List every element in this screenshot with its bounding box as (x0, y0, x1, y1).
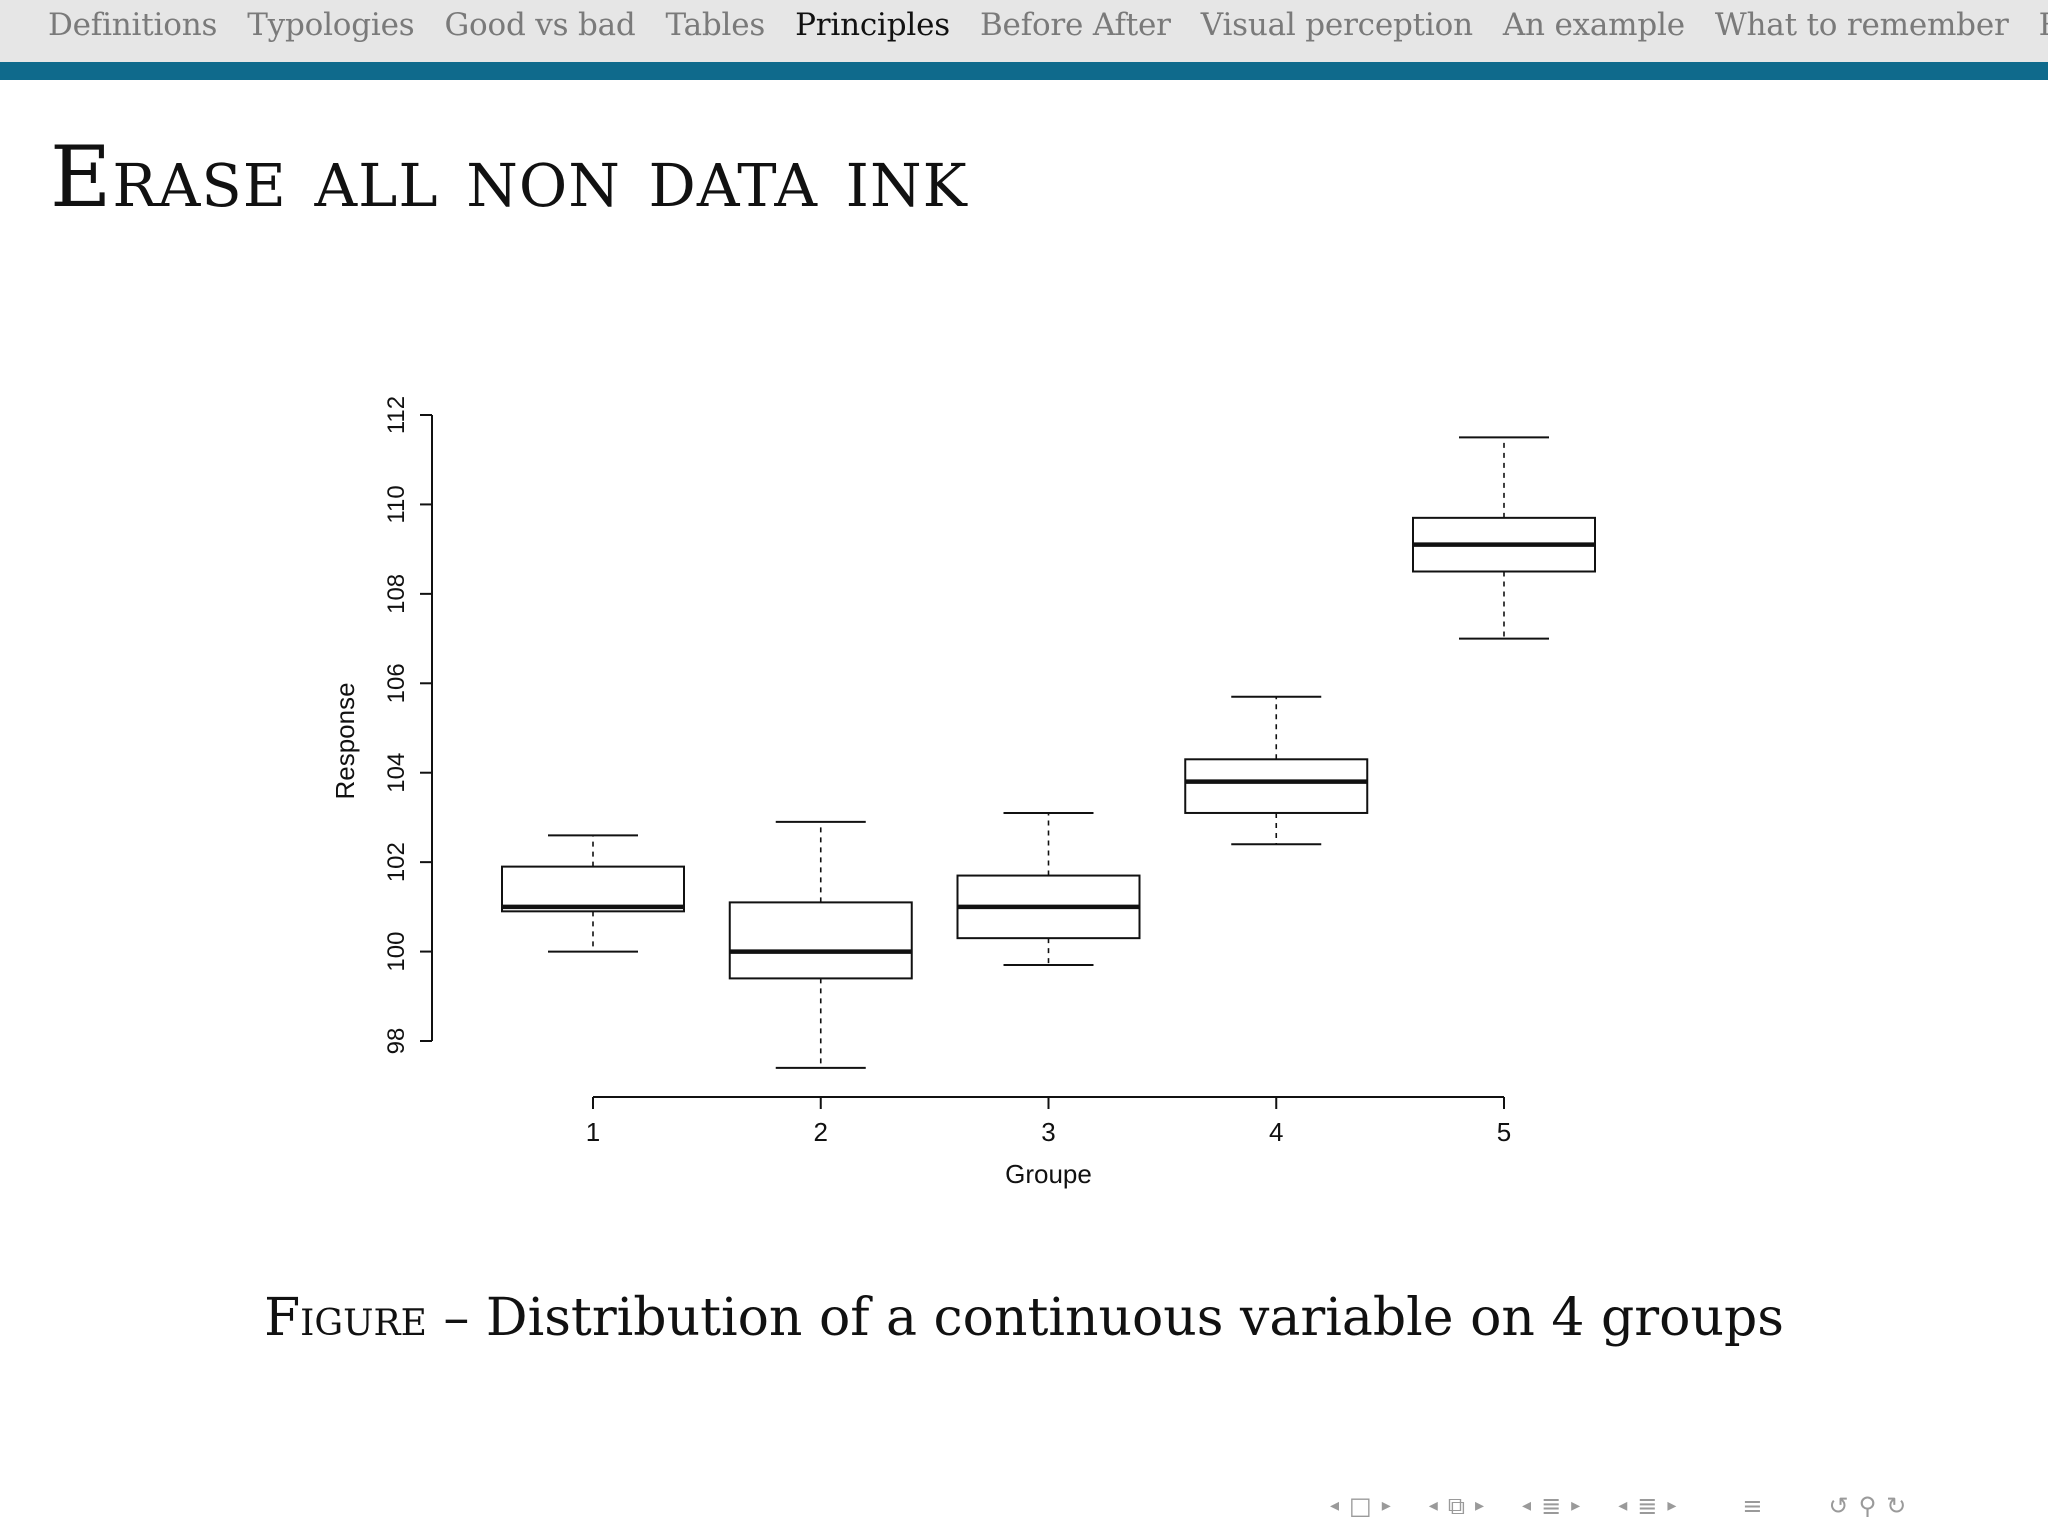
x-tick-label: 4 (1269, 1117, 1283, 1147)
arrow-right-icon[interactable]: ▸ (1667, 1495, 1677, 1516)
caption-prefix: Figure (264, 1288, 427, 1348)
presentation-icon[interactable]: ≣ (1637, 1492, 1658, 1520)
navigation-divider (0, 62, 2048, 80)
forward-icon[interactable]: ↻ (1886, 1492, 1907, 1520)
x-tick-label: 5 (1497, 1117, 1511, 1147)
boxplot-chart: 98 100 102 104 106 108 110 112 Response 1 2 3 4 5 Grou… (330, 396, 1596, 1189)
section-tabs: Definitions Typologies Good vs bad Tables Pr… (48, 7, 2048, 43)
nav-tab-visual-perception[interactable]: Visual perception (1200, 7, 1473, 43)
frame-icon[interactable]: □ (1349, 1492, 1372, 1520)
x-axis-label: Groupe (1005, 1159, 1092, 1189)
y-tick-label: 104 (383, 753, 410, 793)
box-group-1 (501, 865, 685, 913)
arrow-right-icon[interactable]: ▸ (1381, 1495, 1391, 1516)
caption-text: – Distribution of a continuous variable … (426, 1288, 1784, 1348)
outline-icon[interactable]: ≡ (1742, 1492, 1763, 1520)
arrow-left-icon[interactable]: ◂ (1428, 1495, 1438, 1516)
arrow-right-icon[interactable]: ▸ (1571, 1495, 1581, 1516)
arrow-left-icon[interactable]: ◂ (1330, 1495, 1340, 1516)
y-tick-label: 108 (383, 574, 410, 614)
y-tick-label: 106 (383, 663, 410, 703)
x-tick-label: 1 (586, 1117, 600, 1147)
y-tick-label: 110 (383, 485, 410, 523)
beamer-navigation-controls: ◂ □ ▸ ◂ ⧉ ▸ ◂ ≣ ▸ ◂ ≣ ▸ ≡ ↺ ⚲ ↻ (1330, 1488, 1906, 1524)
y-tick-label: 98 (383, 1028, 410, 1055)
nav-tab-good-vs-bad[interactable]: Good vs bad (444, 7, 636, 43)
section-icon[interactable]: ≣ (1541, 1492, 1562, 1520)
y-tick-label: 112 (383, 396, 410, 434)
y-tick-label: 100 (383, 932, 410, 972)
back-icon[interactable]: ↺ (1828, 1492, 1849, 1520)
y-axis-label: Response (330, 682, 360, 799)
nav-tab-typologies[interactable]: Typologies (247, 7, 415, 43)
nav-tab-what-to-remember[interactable]: What to remember (1714, 7, 2009, 43)
nav-tab-an-example[interactable]: An example (1502, 7, 1685, 43)
box-group-2 (728, 901, 913, 980)
nav-tab-definitions[interactable]: Definitions (48, 7, 218, 43)
nav-tab-before-after[interactable]: Before After (979, 7, 1171, 43)
navigation-bar: Definitions Typologies Good vs bad Tables Pr… (0, 0, 2048, 62)
arrow-left-icon[interactable]: ◂ (1522, 1495, 1532, 1516)
subsection-icon[interactable]: ⧉ (1447, 1492, 1465, 1520)
nav-tab-tables[interactable]: Tables (665, 7, 766, 43)
arrow-right-icon[interactable]: ▸ (1474, 1495, 1485, 1516)
x-tick-label: 3 (1041, 1117, 1055, 1147)
arrow-left-icon[interactable]: ◂ (1618, 1495, 1628, 1516)
search-icon[interactable]: ⚲ (1858, 1492, 1877, 1520)
slide-title: Erase all non data ink (50, 128, 968, 226)
figure-caption: Figure – Distribution of a continuous va… (0, 1288, 2048, 1348)
nav-tab-principles[interactable]: Principles (795, 7, 950, 43)
nav-tab-r-f-[interactable]: Réfé (2039, 7, 2048, 43)
y-tick-label: 102 (383, 842, 410, 882)
box-group-4 (1184, 758, 1369, 814)
x-tick-label: 2 (814, 1117, 828, 1147)
